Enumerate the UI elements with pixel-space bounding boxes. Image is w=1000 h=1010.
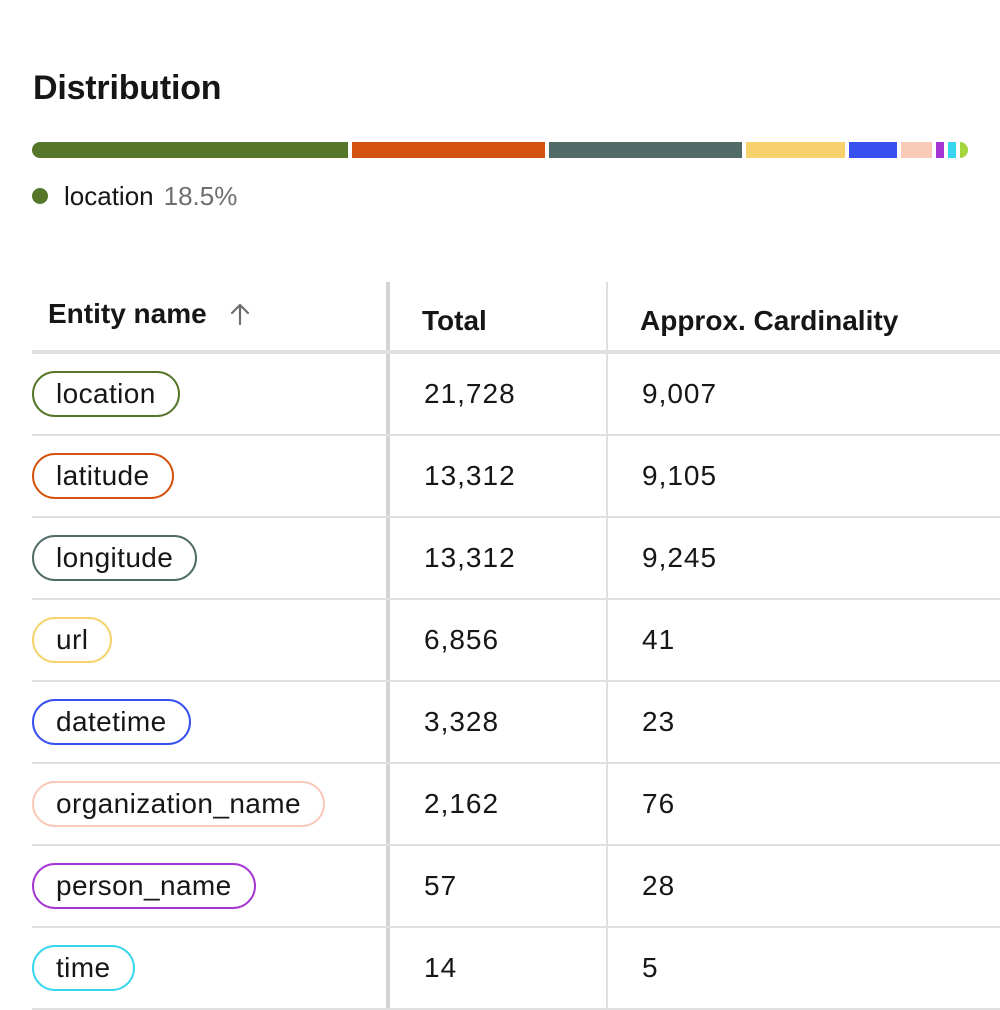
distribution-bar[interactable] [32,142,968,158]
distribution-legend: location 18.5% [32,178,237,214]
table-row[interactable]: longitude 13,312 9,245 [32,518,1000,600]
entity-tag[interactable]: url [32,617,113,663]
cell-entity-name: organization_name [32,764,390,844]
entity-tag[interactable]: location [32,371,180,417]
cell-entity-name: url [32,600,390,680]
column-header-entity-name[interactable]: Entity name [32,282,390,350]
distribution-segment-time[interactable] [947,142,956,158]
cell-total: 3,328 [390,682,608,762]
legend-color-dot [32,188,48,204]
cell-total: 13,312 [390,436,608,516]
entity-tag[interactable]: longitude [32,535,198,581]
cell-entity-name: location [32,354,390,434]
cell-total: 57 [390,846,608,926]
cell-cardinality: 9,105 [642,460,718,491]
table-row[interactable]: person_name 57 28 [32,846,1000,928]
distribution-segment-datetime[interactable] [849,142,898,158]
entity-table: Entity name Total Approx. Cardinality lo… [32,282,1000,1010]
legend-label: location [64,180,154,211]
distribution-segment-organization_name[interactable] [901,142,932,158]
distribution-segment-url[interactable] [746,142,846,158]
cell-entity-name: latitude [32,436,390,516]
distribution-segment-person_name[interactable] [935,142,944,158]
column-header-label: Approx. Cardinality [640,305,899,336]
entity-tag[interactable]: person_name [32,863,256,909]
cell-entity-name: person_name [32,846,390,926]
cell-cardinality: 76 [642,788,676,819]
entity-tag[interactable]: organization_name [32,781,325,827]
cell-total: 13,312 [390,518,608,598]
cell-total: 2,162 [390,764,608,844]
table-row[interactable]: organization_name 2,162 76 [32,764,1000,846]
cell-entity-name: datetime [32,682,390,762]
table-body: location 21,728 9,007 latitude 13,312 9,105 lo… [32,354,1000,1010]
cell-cardinality: 41 [642,624,676,655]
table-row[interactable]: datetime 3,328 23 [32,682,1000,764]
cell-total: 6,856 [390,600,608,680]
distribution-segment-location[interactable] [32,142,349,158]
arrow-up-icon[interactable] [227,301,253,327]
cell-cardinality: 23 [642,706,676,737]
cell-cardinality: 9,245 [642,542,718,573]
entity-tag[interactable]: latitude [32,453,174,499]
table-header: Entity name Total Approx. Cardinality [32,282,1000,354]
cell-entity-name: time [32,928,390,1008]
cell-cardinality: 5 [642,952,659,983]
cell-total: 21,728 [390,354,608,434]
distribution-segment-other[interactable] [959,142,968,158]
table-row[interactable]: latitude 13,312 9,105 [32,436,1000,518]
column-header-cardinality[interactable]: Approx. Cardinality [608,282,1000,350]
column-header-label: Entity name [48,298,207,329]
distribution-segment-longitude[interactable] [549,142,743,158]
cell-cardinality: 28 [642,870,676,901]
cell-entity-name: longitude [32,518,390,598]
table-row[interactable]: url 6,856 41 [32,600,1000,682]
entity-tag[interactable]: datetime [32,699,191,745]
legend-percent: 18.5% [163,180,238,211]
entity-tag[interactable]: time [32,945,135,991]
column-header-label: Total [422,305,487,336]
section-title: Distribution [33,69,222,107]
cell-cardinality: 9,007 [642,378,718,409]
column-header-total[interactable]: Total [390,282,608,350]
table-row[interactable]: time 14 5 [32,928,1000,1010]
cell-total: 14 [390,928,608,1008]
table-row[interactable]: location 21,728 9,007 [32,354,1000,436]
distribution-segment-latitude[interactable] [352,142,546,158]
